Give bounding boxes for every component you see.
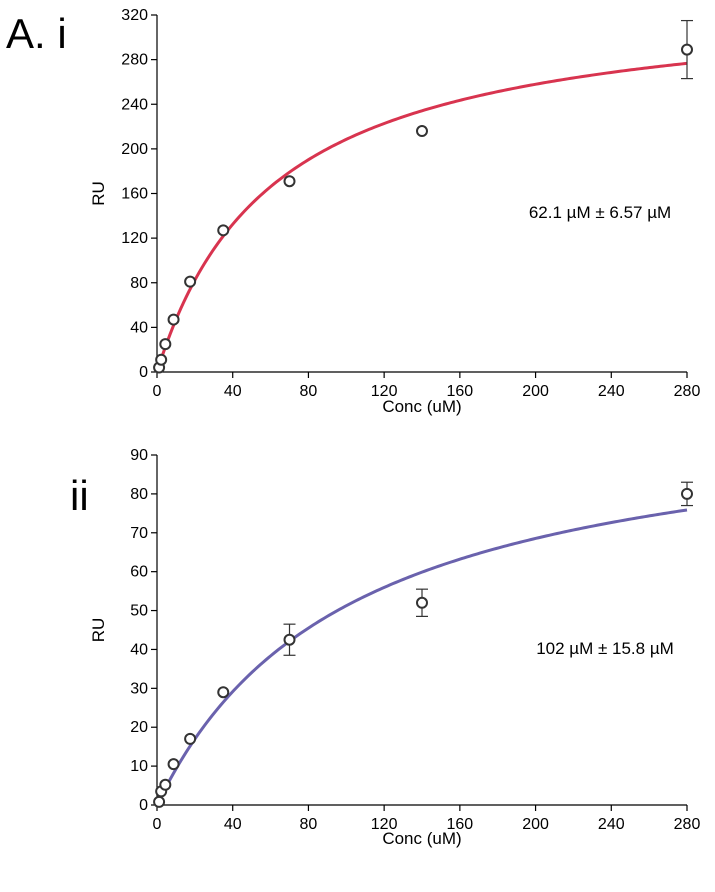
y-axis-title: RU xyxy=(89,618,108,643)
data-point xyxy=(217,224,230,237)
y-tick-label: 0 xyxy=(139,364,148,381)
x-tick-label: 160 xyxy=(447,383,474,400)
data-point xyxy=(184,275,197,288)
y-tick-label: 80 xyxy=(130,275,148,292)
x-tick-label: 0 xyxy=(153,816,162,833)
data-point xyxy=(155,353,168,366)
x-tick-label: 0 xyxy=(153,383,162,400)
data-point xyxy=(416,125,428,138)
x-tick-label: 40 xyxy=(224,816,242,833)
x-tick-label: 80 xyxy=(300,383,318,400)
y-tick-label: 80 xyxy=(130,486,148,503)
data-point xyxy=(283,633,296,646)
chart-panel-i: 0 40 80 120 160 200 240 280 320 0 40 80 120 160 200 240… xyxy=(89,7,700,416)
data-point xyxy=(283,175,296,188)
x-tick-label: 40 xyxy=(224,383,242,400)
fit-curve xyxy=(155,61,688,373)
y-tick-label: 200 xyxy=(121,141,148,158)
data-point xyxy=(416,596,428,609)
data-point xyxy=(167,313,180,326)
x-tick-label: 280 xyxy=(674,383,701,400)
x-tick-label: 160 xyxy=(447,816,474,833)
y-tick-label: 90 xyxy=(130,447,148,464)
panel-label-a: A. i xyxy=(6,10,67,57)
x-tick-label: 80 xyxy=(300,816,318,833)
y-axis-title: RU xyxy=(89,181,108,206)
y-tick-label: 20 xyxy=(130,719,148,736)
data-point xyxy=(153,795,166,808)
y-tick-label: 160 xyxy=(121,186,148,203)
y-tick-label: 240 xyxy=(121,96,148,113)
x-tick-label: 120 xyxy=(371,383,398,400)
x-axis-title: Conc (uM) xyxy=(382,397,461,416)
x-tick-label: 240 xyxy=(598,816,625,833)
x-tick-label: 120 xyxy=(371,816,398,833)
chart-panel-ii: 0 10 20 30 40 50 60 70 80 90 0 40 80 120 160 200 240 280 C… xyxy=(89,447,700,848)
x-axis-title: Conc (uM) xyxy=(382,829,461,848)
data-point xyxy=(217,686,230,699)
y-tick-label: 280 xyxy=(121,52,148,69)
y-tick-label: 120 xyxy=(121,230,148,247)
y-tick-label: 60 xyxy=(130,564,148,581)
fit-curve xyxy=(155,508,688,806)
data-point xyxy=(159,338,172,351)
data-point xyxy=(159,778,172,791)
y-tick-label: 70 xyxy=(130,525,148,542)
x-tick-label: 200 xyxy=(522,383,549,400)
y-tick-label: 40 xyxy=(130,319,148,336)
y-tick-label: 10 xyxy=(130,758,148,775)
data-point xyxy=(681,43,693,56)
y-tick-label: 0 xyxy=(139,797,148,814)
x-tick-label: 200 xyxy=(522,816,549,833)
y-tick-label: 30 xyxy=(130,680,148,697)
y-tick-label: 50 xyxy=(130,603,148,620)
x-tick-label: 280 xyxy=(674,816,701,833)
kd-annotation: 62.1 µM ± 6.57 µM xyxy=(529,203,671,222)
x-tick-label: 240 xyxy=(598,383,625,400)
kd-annotation: 102 µM ± 15.8 µM xyxy=(536,639,674,658)
data-point xyxy=(167,758,180,771)
data-point xyxy=(681,487,693,500)
y-tick-label: 320 xyxy=(121,7,148,24)
data-point xyxy=(184,732,197,745)
y-tick-label: 40 xyxy=(130,641,148,658)
panel-label-b: ii xyxy=(70,472,89,519)
